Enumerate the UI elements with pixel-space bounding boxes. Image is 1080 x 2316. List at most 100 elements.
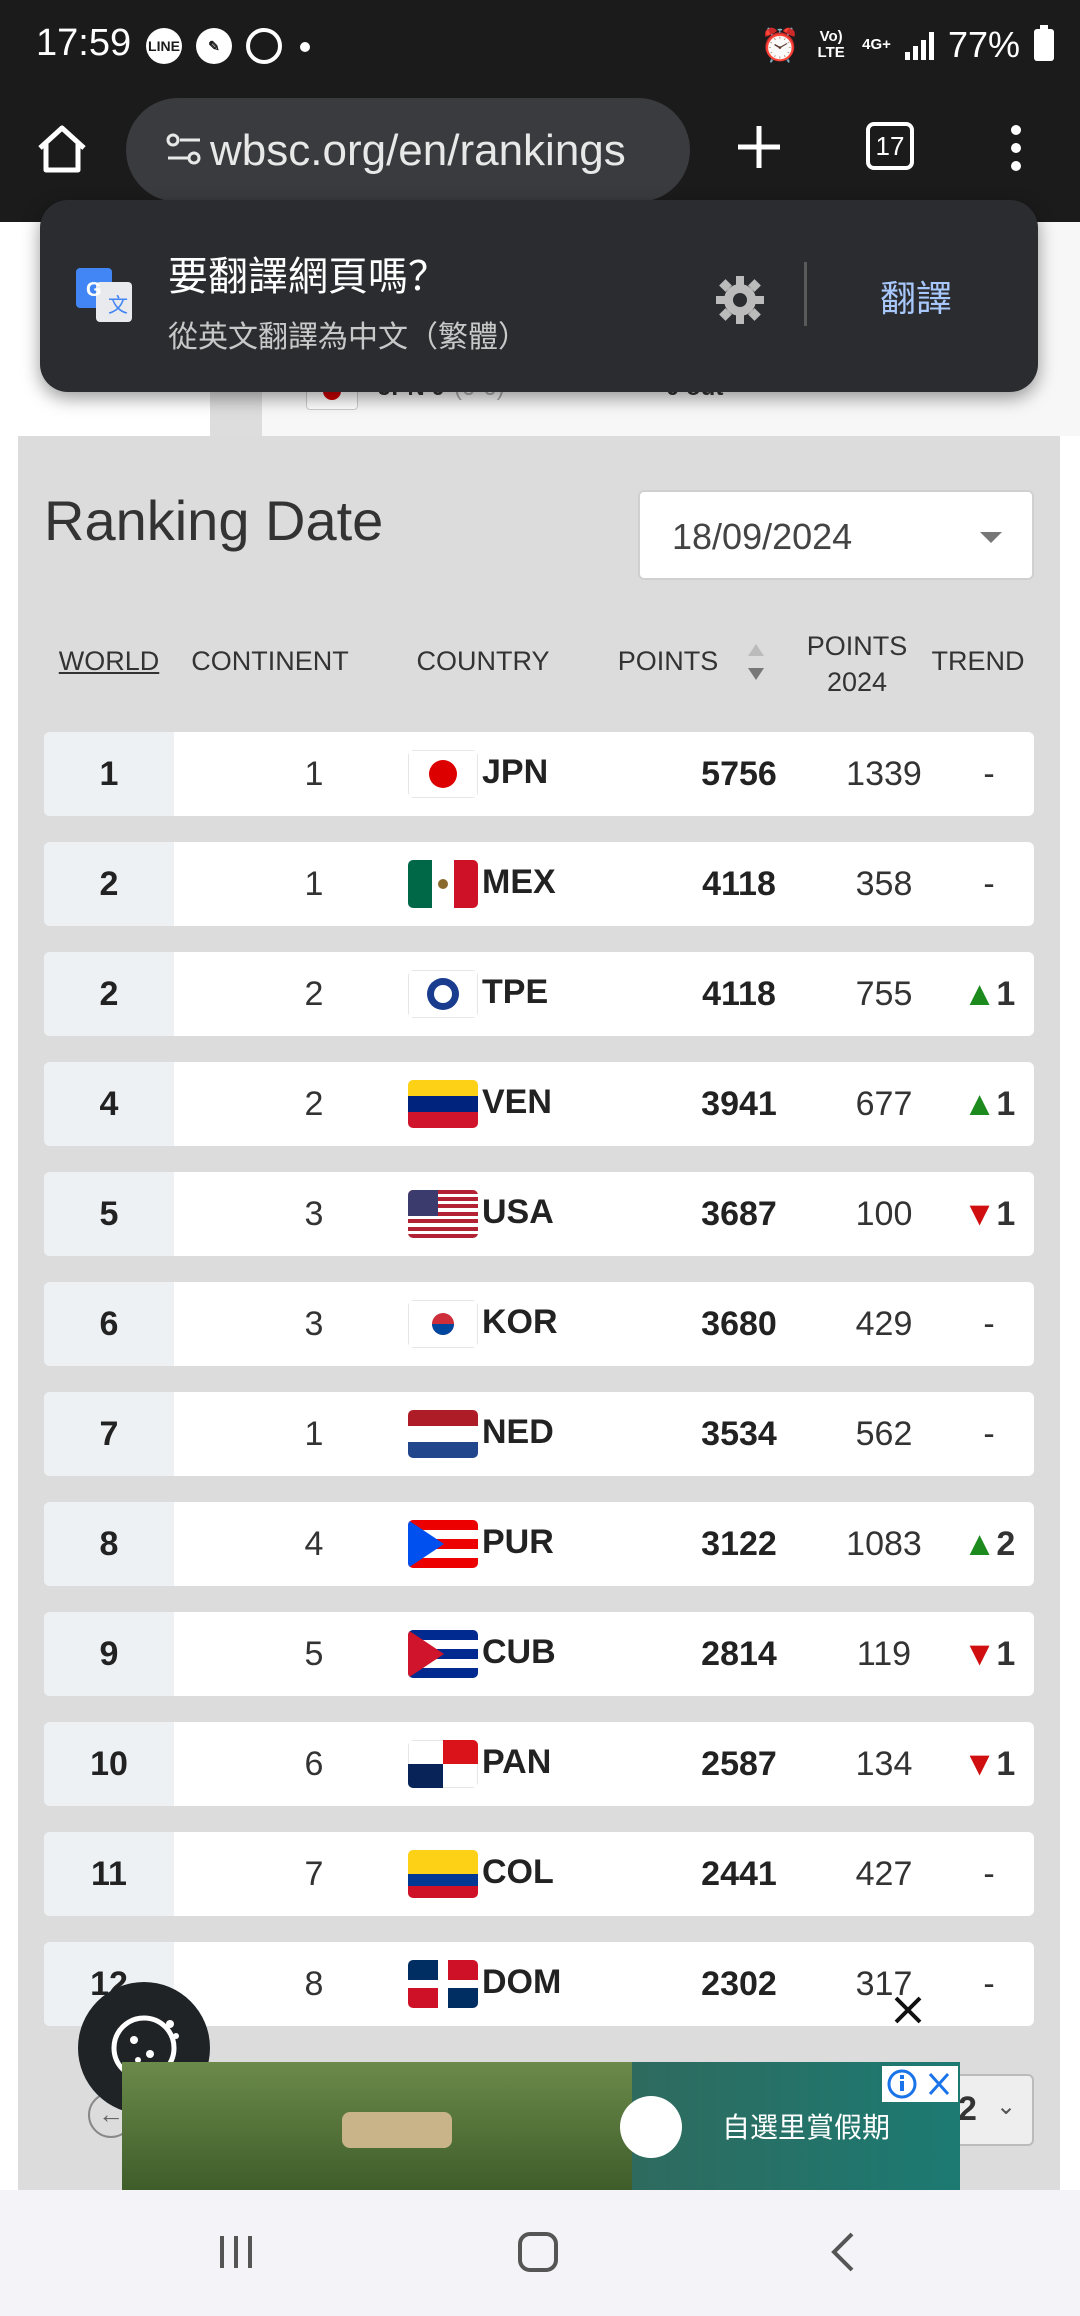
table-row[interactable]: 8 4 PUR 3122 1083 ▲2 [44, 1502, 1034, 1586]
network-indicator: 4G+ [862, 36, 891, 53]
ad-app-icon [620, 2096, 682, 2158]
chevron-down-icon [980, 532, 1002, 543]
volte-indicator: Vo) LTE [817, 28, 845, 61]
table-row[interactable]: 6 3 KOR 3680 429 - [44, 1282, 1034, 1366]
world-rank: 2 [44, 842, 174, 926]
table-row[interactable]: 7 1 NED 3534 562 - [44, 1392, 1034, 1476]
page-select[interactable]: 2 ⌄ [950, 2074, 1034, 2146]
continent-rank: 3 [304, 1195, 324, 1233]
back-nav-icon[interactable] [822, 2230, 866, 2274]
world-rank: 10 [44, 1722, 174, 1806]
table-row[interactable]: 9 5 CUB 2814 119 ▼1 [44, 1612, 1034, 1696]
trend-cell: ▲1 [934, 952, 1034, 1036]
tab-count: 17 [875, 131, 905, 161]
chrome-icon [246, 28, 282, 64]
close-icon[interactable] [890, 1992, 926, 2028]
country-code[interactable]: NED [482, 1413, 554, 1451]
world-rank: 9 [44, 1612, 174, 1696]
points-2024-value: 755 [855, 975, 913, 1013]
table-row[interactable]: 2 2 TPE 4118 755 ▲1 [44, 952, 1034, 1036]
url-text[interactable]: wbsc.org/en/rankings [210, 126, 626, 175]
table-row[interactable]: 11 7 COL 2441 427 - [44, 1832, 1034, 1916]
recent-apps-icon[interactable] [214, 2230, 258, 2274]
table-row[interactable]: 4 2 VEN 3941 677 ▲1 [44, 1062, 1034, 1146]
trend-cell: ▼1 [934, 1722, 1034, 1806]
status-time: 17:59 [36, 22, 132, 64]
home-icon[interactable] [34, 120, 90, 176]
status-bar: 17:59 LINE ✎ ⏰ Vo) LTE 4G+ 77% [0, 0, 1080, 92]
country-code[interactable]: KOR [482, 1303, 558, 1341]
table-row[interactable]: 12 8 DOM 2302 317- [44, 1942, 1034, 2026]
ad-text: 自選里賞假期 [722, 2112, 891, 2143]
points-value: 2814 [701, 1635, 777, 1673]
points-value: 3941 [701, 1085, 777, 1123]
header-points-2024-line1: POINTS [806, 631, 908, 661]
site-settings-icon[interactable] [164, 130, 204, 175]
gear-icon[interactable] [712, 272, 768, 328]
country-code[interactable]: PUR [482, 1523, 554, 1561]
points-value: 3122 [701, 1525, 777, 1563]
home-nav-icon[interactable] [516, 2230, 560, 2274]
divider [804, 262, 807, 326]
trend-cell: - [934, 1392, 1034, 1476]
continent-rank: 2 [304, 975, 324, 1013]
points-2024-value: 429 [855, 1305, 913, 1343]
notes-icon: ✎ [196, 28, 232, 64]
ad-banner[interactable]: 自選里賞假期 [122, 2062, 960, 2190]
points-value: 2302 [701, 1965, 777, 2003]
header-trend: TREND [931, 646, 1025, 676]
continent-rank: 8 [304, 1965, 324, 2003]
country-code[interactable]: TPE [482, 973, 549, 1011]
header-points[interactable]: POINTS [617, 646, 719, 676]
header-country: COUNTRY [416, 646, 550, 676]
header-points-2024: POINTS 2024 [792, 628, 922, 700]
continent-rank: 1 [304, 755, 324, 793]
country-code[interactable]: VEN [482, 1083, 552, 1121]
table-row[interactable]: 1 1 JPN 5756 1339 - [44, 732, 1034, 816]
table-row[interactable]: 10 6 PAN 2587 134 ▼1 [44, 1722, 1034, 1806]
points-value: 3534 [701, 1415, 777, 1453]
country-flag-icon [408, 1740, 478, 1788]
country-code[interactable]: JPN [482, 753, 549, 791]
world-rank: 6 [44, 1282, 174, 1366]
country-code[interactable]: MEX [482, 863, 556, 901]
new-tab-icon[interactable] [734, 122, 784, 172]
country-code[interactable]: DOM [482, 1963, 562, 2001]
country-flag-icon [408, 1300, 478, 1348]
chevron-down-icon: ⌄ [996, 2093, 1017, 2120]
continent-rank: 4 [304, 1525, 324, 1563]
country-flag-icon [408, 750, 478, 798]
tab-world[interactable]: WORLD [58, 646, 160, 676]
sort-icon[interactable] [746, 640, 766, 684]
tab-continent[interactable]: CONTINENT [191, 646, 349, 676]
translate-button[interactable]: 翻譯 [880, 278, 953, 319]
translate-subtitle: 從英文翻譯為中文（繁體） [168, 321, 528, 354]
country-code[interactable]: COL [482, 1853, 554, 1891]
table-row[interactable]: 2 1 MEX 4118 358 - [44, 842, 1034, 926]
battery-percent: 77% [947, 24, 1020, 65]
continent-rank: 3 [304, 1305, 324, 1343]
tab-switcher-button[interactable]: 17 [866, 122, 914, 170]
ad-info-icon[interactable] [882, 2066, 958, 2102]
country-code[interactable]: PAN [482, 1743, 552, 1781]
points-value: 2587 [701, 1745, 777, 1783]
trend-cell: - [934, 732, 1034, 816]
url-bar[interactable]: wbsc.org/en/rankings [126, 98, 690, 202]
ranking-date-select[interactable]: 18/09/2024 [638, 490, 1034, 580]
trend-value: - [983, 1305, 995, 1343]
points-2024-value: 100 [855, 1195, 913, 1233]
trend-value: 1 [996, 1195, 1016, 1233]
trend-cell: - [934, 1282, 1034, 1366]
country-flag-icon [408, 1630, 478, 1678]
more-menu-icon[interactable] [1004, 122, 1028, 178]
trend-value: 1 [996, 1635, 1016, 1673]
world-rank: 2 [44, 952, 174, 1036]
trend-cell: - [934, 1832, 1034, 1916]
line-icon: LINE [146, 28, 182, 64]
country-code[interactable]: USA [482, 1193, 554, 1231]
country-flag-icon [408, 1520, 478, 1568]
table-row[interactable]: 5 3 USA 3687 100 ▼1 [44, 1172, 1034, 1256]
trend-cell: ▼1 [934, 1172, 1034, 1256]
country-code[interactable]: CUB [482, 1633, 556, 1671]
